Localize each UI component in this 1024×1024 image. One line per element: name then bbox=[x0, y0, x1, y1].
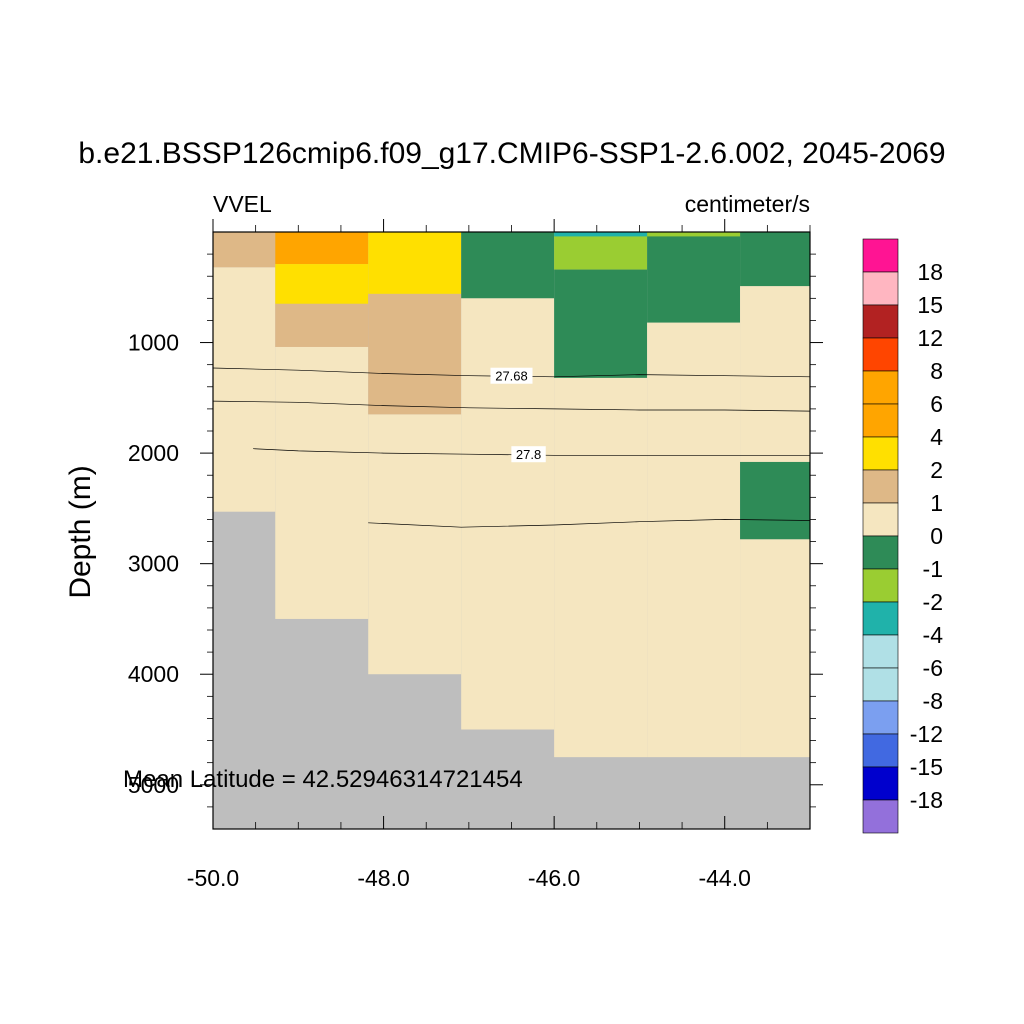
velocity-cell bbox=[213, 232, 276, 268]
y-axis-label: Depth (m) bbox=[64, 465, 97, 598]
units-label: centimeter/s bbox=[685, 191, 810, 217]
contour-label-box bbox=[511, 446, 546, 463]
velocity-cell bbox=[740, 539, 810, 758]
velocity-cell bbox=[275, 303, 369, 347]
x-tick-label: -48.0 bbox=[357, 865, 409, 891]
velocity-cell bbox=[461, 298, 555, 730]
velocity-cell bbox=[368, 232, 462, 294]
velocity-cell bbox=[554, 232, 648, 237]
colorbar-swatch bbox=[862, 502, 899, 537]
mean-latitude-annotation: Mean Latitude = 42.52946314721454 bbox=[123, 766, 523, 793]
colorbar-label: 18 bbox=[917, 259, 943, 285]
velocity-cell bbox=[213, 267, 276, 512]
velocity-cell bbox=[368, 293, 462, 415]
colorbar-label: 2 bbox=[930, 457, 943, 483]
axes: -50.0 -48.0 -46.0 -44.0 1000 2000 3000 4000 5000 bbox=[128, 219, 823, 891]
colorbar-swatch bbox=[862, 469, 899, 504]
velocity-cell bbox=[275, 346, 369, 619]
density-contour-line bbox=[212, 400, 811, 412]
y-tick-label: 3000 bbox=[128, 551, 179, 577]
colorbar-swatch bbox=[862, 337, 899, 372]
variable-label: VVEL bbox=[213, 191, 272, 217]
velocity-cell bbox=[647, 232, 741, 323]
colorbar-label: -18 bbox=[910, 787, 943, 813]
velocity-cell bbox=[368, 414, 462, 675]
colorbar-swatch bbox=[862, 238, 899, 273]
colorbar-swatch bbox=[862, 535, 899, 570]
velocity-cell bbox=[554, 377, 648, 758]
colorbar-swatch bbox=[862, 700, 899, 735]
colorbar-label: 0 bbox=[930, 523, 943, 549]
colorbar-swatch bbox=[862, 304, 899, 339]
x-tick-label: -50.0 bbox=[187, 865, 239, 891]
velocity-cell bbox=[740, 461, 810, 540]
colorbar-swatch bbox=[862, 271, 899, 306]
colorbar-label: -8 bbox=[923, 688, 943, 714]
y-tick-label: 4000 bbox=[128, 661, 179, 687]
y-tick-label: 2000 bbox=[128, 440, 179, 466]
velocity-cell bbox=[740, 232, 810, 287]
colorbar-label: 6 bbox=[930, 391, 943, 417]
colorbar-swatch bbox=[862, 370, 899, 405]
velocity-cell bbox=[275, 232, 369, 265]
velocity-cell bbox=[740, 286, 810, 462]
y-tick-label: 1000 bbox=[128, 330, 179, 356]
density-contours: 27.68 27.8 bbox=[212, 367, 811, 528]
colorbar-label: 8 bbox=[930, 358, 943, 384]
colorbar-swatch bbox=[862, 436, 899, 471]
colorbar-label: -4 bbox=[923, 622, 944, 648]
velocity-cell bbox=[554, 269, 648, 378]
velocity-cell bbox=[461, 232, 555, 299]
colorbar-label: -6 bbox=[923, 655, 943, 681]
plot-area: 27.68 27.8 bbox=[212, 232, 811, 829]
contour-label: 27.8 bbox=[516, 447, 541, 462]
colorbar-label: 4 bbox=[930, 424, 943, 450]
density-contour-line bbox=[368, 519, 811, 528]
colorbar-label: -12 bbox=[910, 721, 943, 747]
colorbar-label: 15 bbox=[917, 292, 943, 318]
colorbar-swatch bbox=[862, 766, 899, 801]
velocity-cell bbox=[275, 264, 369, 304]
velocity-cell bbox=[647, 232, 741, 237]
colorbar-label: -2 bbox=[923, 589, 943, 615]
colorbar-label: -1 bbox=[923, 556, 943, 582]
x-tick-label: -44.0 bbox=[698, 865, 750, 891]
colorbar-swatch bbox=[862, 667, 899, 702]
velocity-cell bbox=[647, 322, 741, 758]
contour-label-box bbox=[490, 367, 533, 384]
colorbar-label: -15 bbox=[910, 754, 943, 780]
colorbar-label: 12 bbox=[917, 325, 943, 351]
x-tick-label: -46.0 bbox=[528, 865, 580, 891]
colorbar-swatch bbox=[862, 799, 899, 834]
colorbar-swatch bbox=[862, 733, 899, 768]
y-tick-label: 5000 bbox=[128, 772, 179, 798]
colorbar-swatch bbox=[862, 568, 899, 603]
contour-label: 27.68 bbox=[495, 369, 528, 384]
colorbar-swatch bbox=[862, 634, 899, 669]
colorbar-swatch bbox=[862, 601, 899, 636]
colorbar-swatch bbox=[862, 403, 899, 438]
colorbar-label: 1 bbox=[930, 490, 943, 516]
velocity-cell bbox=[554, 232, 648, 270]
chart-title: b.e21.BSSP126cmip6.f09_g17.CMIP6-SSP1-2.… bbox=[78, 137, 945, 170]
colorbar: 18 15 12 8 6 4 2 1 0 -1 -2 -4 -6 -8 -12 -15 -18 bbox=[862, 238, 944, 834]
velocity-cells bbox=[213, 232, 810, 758]
